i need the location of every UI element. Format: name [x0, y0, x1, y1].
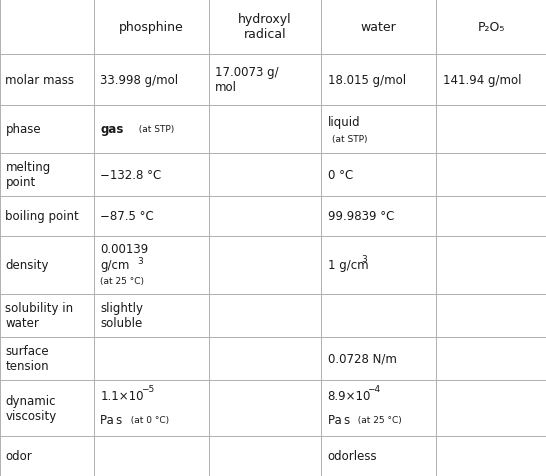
Text: P₂O₅: P₂O₅	[477, 21, 505, 34]
Text: −87.5 °C: −87.5 °C	[100, 210, 154, 223]
Text: (at STP): (at STP)	[332, 135, 367, 144]
Text: phosphine: phosphine	[119, 21, 183, 34]
Text: g/cm: g/cm	[100, 258, 129, 272]
Text: 0.00139: 0.00139	[100, 242, 149, 256]
Text: 18.015 g/mol: 18.015 g/mol	[328, 74, 406, 87]
Text: 99.9839 °C: 99.9839 °C	[328, 210, 394, 223]
Text: −4: −4	[367, 384, 380, 393]
Text: solubility in
water: solubility in water	[5, 301, 74, 329]
Text: 3: 3	[361, 255, 367, 264]
Text: 33.998 g/mol: 33.998 g/mol	[100, 74, 179, 87]
Text: 141.94 g/mol: 141.94 g/mol	[443, 74, 521, 87]
Text: boiling point: boiling point	[5, 210, 79, 223]
Text: hydroxyl
radical: hydroxyl radical	[238, 13, 292, 41]
Text: Pa s: Pa s	[100, 413, 122, 426]
Text: phase: phase	[5, 123, 41, 136]
Text: odorless: odorless	[328, 449, 377, 463]
Text: (at 0 °C): (at 0 °C)	[125, 415, 169, 424]
Text: (at 25 °C): (at 25 °C)	[100, 277, 144, 286]
Text: 1 g/cm: 1 g/cm	[328, 258, 369, 272]
Text: water: water	[361, 21, 396, 34]
Text: liquid: liquid	[328, 116, 360, 129]
Text: 1.1×10: 1.1×10	[100, 389, 144, 402]
Text: (at 25 °C): (at 25 °C)	[352, 415, 402, 424]
Text: 8.9×10: 8.9×10	[328, 389, 371, 402]
Text: molar mass: molar mass	[5, 74, 74, 87]
Text: 0 °C: 0 °C	[328, 169, 353, 181]
Text: (at STP): (at STP)	[133, 125, 174, 134]
Text: 3: 3	[137, 256, 143, 265]
Text: odor: odor	[5, 449, 32, 463]
Text: slightly
soluble: slightly soluble	[100, 301, 143, 329]
Text: −132.8 °C: −132.8 °C	[100, 169, 162, 181]
Text: melting
point: melting point	[5, 161, 51, 189]
Text: density: density	[5, 258, 49, 272]
Text: gas: gas	[100, 123, 123, 136]
Text: 17.0073 g/
mol: 17.0073 g/ mol	[215, 66, 279, 94]
Text: −5: −5	[141, 384, 155, 393]
Text: 0.0728 N/m: 0.0728 N/m	[328, 352, 396, 365]
Text: surface
tension: surface tension	[5, 344, 49, 372]
Text: Pa s: Pa s	[328, 413, 350, 426]
Text: dynamic
viscosity: dynamic viscosity	[5, 394, 57, 422]
